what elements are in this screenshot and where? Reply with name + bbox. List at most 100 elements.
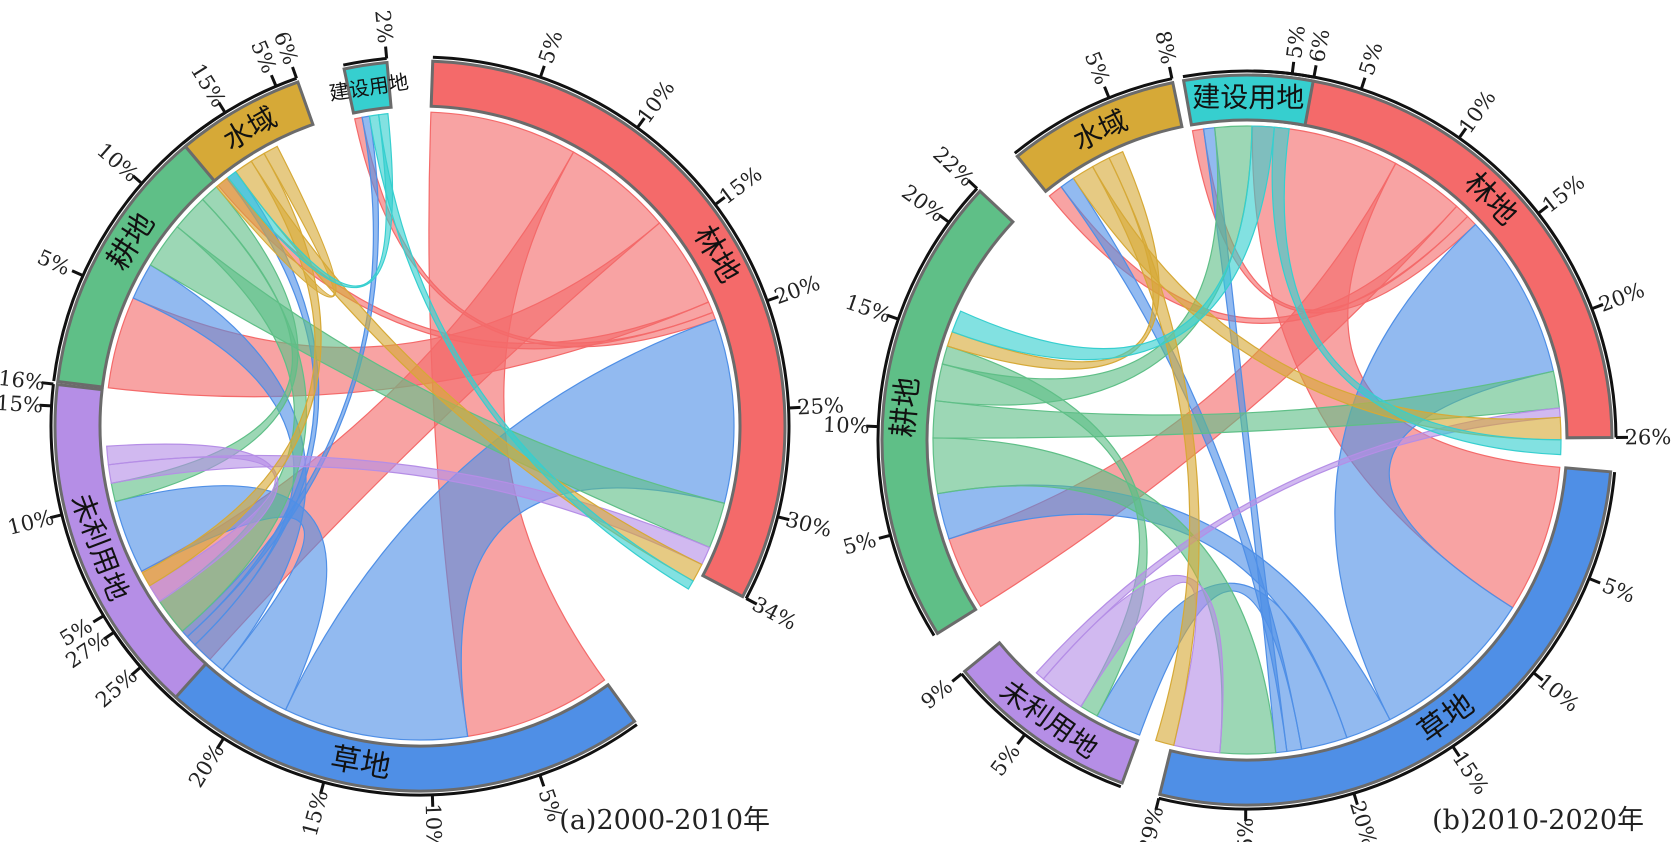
- tick-mark-cropland: [938, 213, 950, 224]
- tick-ring-unused-land: [49, 383, 175, 702]
- caption-a: (a)2000-2010年: [559, 805, 770, 836]
- tick-mark-cropland: [967, 179, 979, 190]
- tick-label-unused-land: 9%: [916, 674, 957, 714]
- tick-label-water: 5%: [1080, 48, 1115, 88]
- tick-label-cropland: 5%: [840, 528, 878, 560]
- tick-mark-water: [1103, 86, 1111, 99]
- tick-label-grassland: 25%: [1234, 818, 1258, 842]
- tick-mark-built-up: [384, 46, 389, 59]
- tick-mark-grassland: [1588, 577, 1601, 585]
- tick-label-forest: 20%: [1596, 278, 1648, 317]
- tick-ring-forest: [1253, 69, 1618, 438]
- ribbon-grassland-to-built-up: [181, 115, 379, 638]
- tick-label-forest: 30%: [783, 507, 834, 542]
- ribbon-water-to-grassland: [141, 152, 322, 587]
- tick-mark-grassland: [1352, 792, 1359, 806]
- ribbon-group: [106, 111, 735, 741]
- tick-mark-forest: [714, 196, 726, 206]
- tick-label-cropland: 20%: [897, 180, 949, 227]
- ribbon-unused-land-to-forest: [1035, 407, 1561, 680]
- ribbon-unused-land-to-grassland: [106, 443, 279, 603]
- tick-label-forest: 25%: [797, 393, 845, 419]
- tick-label-grassland: 20%: [184, 739, 229, 791]
- tick-label-forest: 10%: [1454, 86, 1500, 138]
- tick-mark-grassland: [1154, 797, 1161, 811]
- segment-arc-cropland: [880, 189, 1015, 636]
- tick-mark-unused-land: [41, 381, 54, 386]
- ribbon-built-up-to-cropland: [227, 112, 394, 289]
- ribbon-built-up-to-forest: [1271, 126, 1562, 456]
- tick-label-grassland: 10%: [421, 803, 447, 842]
- tick-mark-cropland: [878, 533, 891, 540]
- tick-label-built-up: 5%: [1282, 24, 1310, 60]
- segment-arc-water: [1015, 80, 1184, 194]
- tick-label-cropland: 10%: [823, 413, 871, 439]
- tick-label-forest: 20%: [771, 271, 823, 309]
- tick-label-forest: 15%: [715, 162, 767, 209]
- ribbon-cropland-to-unused-land: [110, 186, 299, 503]
- tick-label-grassland: 20%: [1345, 798, 1381, 842]
- tick-mark-grassland: [215, 737, 225, 750]
- chord-panel-b: 林地5%10%15%20%26%草地5%10%15%20%25%29%未利用地5…: [823, 24, 1672, 842]
- tick-label-grassland: 15%: [298, 787, 333, 838]
- tick-mark-forest: [766, 295, 779, 303]
- tick-mark-forest: [636, 117, 646, 129]
- tick-label-forest: 26%: [1625, 425, 1672, 449]
- tick-label-unused-land: 10%: [5, 505, 56, 540]
- tick-mark-water: [291, 66, 298, 79]
- tick-mark-grassland: [130, 665, 142, 677]
- tick-label-forest: 34%: [748, 592, 800, 635]
- ribbon-built-up-to-cropland: [951, 125, 1275, 361]
- tick-label-grassland: 5%: [1599, 573, 1639, 608]
- tick-mark-grassland: [103, 631, 115, 641]
- tick-mark-grassland: [1451, 745, 1461, 758]
- ribbon-grassland-to-unused-land: [114, 485, 328, 711]
- ribbon-grassland-to-forest: [284, 318, 735, 741]
- tick-mark-water: [1168, 66, 1174, 80]
- tick-mark-forest: [777, 515, 790, 522]
- chord-panel-a: 林地5%10%15%20%25%30%34%草地5%10%15%20%25%27…: [0, 9, 844, 842]
- segment-arc-grassland: [1157, 466, 1613, 807]
- tick-label-cropland: 15%: [186, 59, 231, 111]
- tick-mark-forest: [1537, 204, 1549, 215]
- segment-arc-unused-land: [962, 640, 1140, 785]
- tick-mark-forest: [1591, 303, 1604, 311]
- tick-label-forest: 5%: [1355, 39, 1388, 78]
- tick-label-unused-land: 15%: [0, 391, 44, 418]
- tick-mark-grassland: [1532, 671, 1544, 682]
- segment-arc-built-up: [1181, 73, 1315, 128]
- tick-mark-forest: [788, 405, 801, 410]
- tick-mark-cropland: [886, 313, 899, 321]
- tick-label-water: 8%: [1150, 29, 1180, 67]
- tick-ring-built-up: [1182, 69, 1315, 79]
- tick-label-forest: 5%: [534, 27, 568, 66]
- tick-label-built-up: 2%: [370, 9, 397, 44]
- ribbon-built-up-to-forest: [368, 114, 694, 590]
- ribbon-cropland-to-unused-land: [941, 345, 1148, 717]
- tick-label-cropland: 15%: [842, 290, 894, 328]
- tick-mark-unused-land: [1016, 733, 1026, 746]
- tick-ring-cropland: [876, 187, 979, 637]
- tick-mark-forest: [538, 65, 546, 78]
- tick-label-grassland: 15%: [1448, 747, 1494, 799]
- tick-label-unused-land: 16%: [0, 366, 46, 395]
- tick-mark-water: [269, 74, 278, 87]
- ribbon-water-to-forest: [234, 160, 703, 582]
- tick-ring-water: [181, 76, 298, 145]
- tick-mark-cropland: [71, 269, 84, 278]
- tick-mark-grassland: [538, 774, 546, 787]
- tick-label-forest: 10%: [633, 76, 680, 128]
- tick-mark-forest: [1359, 77, 1367, 90]
- ribbon-forest-to-built-up: [354, 116, 717, 348]
- segment-label-built-up: 建设用地: [1192, 81, 1304, 114]
- tick-mark-grassland: [319, 781, 326, 795]
- segment-arc-water: [183, 80, 315, 183]
- tick-label-unused-land: 5%: [986, 740, 1025, 781]
- ribbon-forest-to-built-up: [1191, 128, 1477, 314]
- tick-mark-built-up: [1290, 61, 1296, 74]
- tick-mark-unused-land: [49, 513, 63, 520]
- tick-ring-water: [1013, 77, 1173, 155]
- tick-mark-forest: [1457, 127, 1468, 139]
- tick-label-cropland: 5%: [34, 245, 74, 280]
